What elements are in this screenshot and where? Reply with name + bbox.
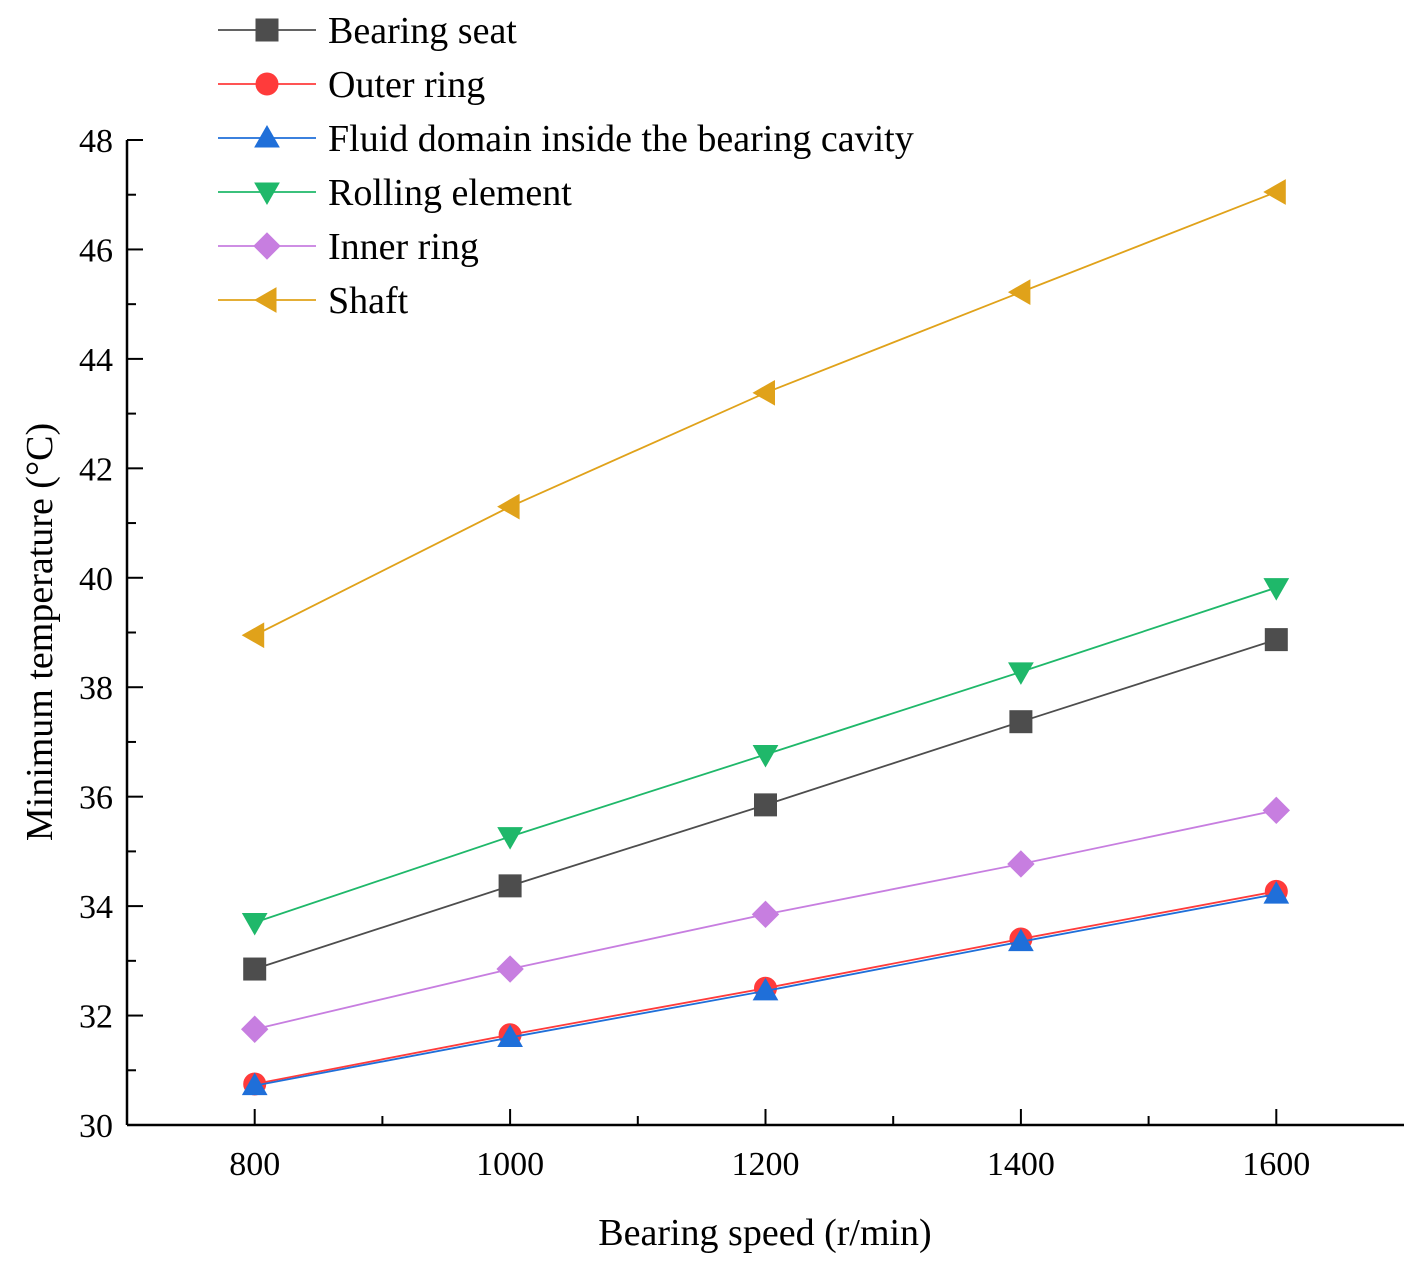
data-point	[1009, 710, 1033, 734]
data-point	[240, 1015, 269, 1043]
data-point	[1008, 928, 1034, 952]
legend-marker	[254, 182, 280, 206]
data-point	[497, 827, 523, 850]
y-tick-label: 48	[79, 123, 113, 160]
data-point	[243, 957, 267, 981]
legend-marker	[253, 232, 281, 260]
y-tick-label: 46	[79, 232, 113, 269]
data-point	[1007, 279, 1031, 305]
y-tick-label: 44	[79, 342, 113, 379]
y-tick-label: 38	[79, 670, 113, 707]
legend-label: Outer ring	[328, 64, 485, 106]
data-point	[241, 913, 268, 936]
data-point	[752, 977, 779, 1001]
data-point	[497, 1024, 523, 1047]
legend-label: Shaft	[328, 280, 409, 322]
data-point	[1264, 628, 1288, 652]
series-bearing-seat	[243, 628, 1288, 981]
x-tick-label: 1600	[1242, 1146, 1310, 1183]
legend-item: Shaft	[218, 280, 409, 322]
data-point	[752, 379, 775, 406]
data-point	[752, 745, 779, 768]
y-tick-label: 34	[79, 889, 113, 926]
legend-item: Outer ring	[218, 64, 485, 106]
y-tick-label: 36	[79, 780, 113, 817]
data-point	[1263, 578, 1290, 601]
series-inner-ring	[240, 796, 1291, 1043]
x-tick-label: 1200	[732, 1146, 800, 1183]
legend-item: Bearing seat	[218, 10, 517, 52]
data-point	[1008, 662, 1034, 685]
series-rolling-element	[241, 578, 1290, 936]
y-ticks: 30 32 34 36 38 40 42 44 46 48	[79, 123, 143, 1145]
data-point	[1263, 881, 1290, 904]
legend: Bearing seat Outer ring Fluid domain insid…	[218, 10, 914, 322]
y-tick-label: 30	[79, 1108, 113, 1145]
legend-label: Inner ring	[328, 226, 479, 268]
data-point	[498, 874, 522, 898]
legend-item: Rolling element	[218, 172, 572, 214]
data-point	[241, 622, 265, 649]
data-point	[496, 955, 524, 983]
data-point	[1263, 179, 1286, 205]
data-point	[241, 1072, 268, 1096]
series-fluid-domain-inside-the-bearing-cavity	[241, 881, 1290, 1096]
x-tick-label: 800	[229, 1146, 280, 1183]
y-axis-title: Minimum temperature (°C)	[19, 423, 61, 841]
x-axis-title: Bearing speed (r/min)	[598, 1212, 931, 1254]
data-point	[497, 493, 520, 520]
data-point	[751, 900, 780, 929]
y-tick-label: 42	[79, 451, 113, 488]
x-tick-label: 1400	[987, 1146, 1055, 1183]
series-shaft	[241, 179, 1286, 649]
legend-item: Inner ring	[218, 226, 479, 268]
y-tick-label: 32	[79, 999, 113, 1036]
data-point	[754, 793, 777, 817]
x-ticks: 800 1000 1200 1400 1600	[229, 1109, 1310, 1183]
legend-marker	[255, 18, 279, 42]
legend-label: Bearing seat	[328, 10, 517, 52]
legend-marker	[255, 72, 279, 96]
legend-item: Fluid domain inside the bearing cavity	[218, 118, 914, 160]
y-tick-label: 40	[79, 561, 113, 598]
series-layer	[240, 179, 1291, 1096]
legend-label: Fluid domain inside the bearing cavity	[328, 118, 914, 160]
legend-marker	[254, 124, 280, 148]
legend-marker	[253, 287, 277, 313]
data-point	[1262, 796, 1291, 825]
x-tick-label: 1000	[476, 1146, 544, 1183]
data-point	[1007, 850, 1035, 878]
legend-label: Rolling element	[328, 172, 572, 214]
